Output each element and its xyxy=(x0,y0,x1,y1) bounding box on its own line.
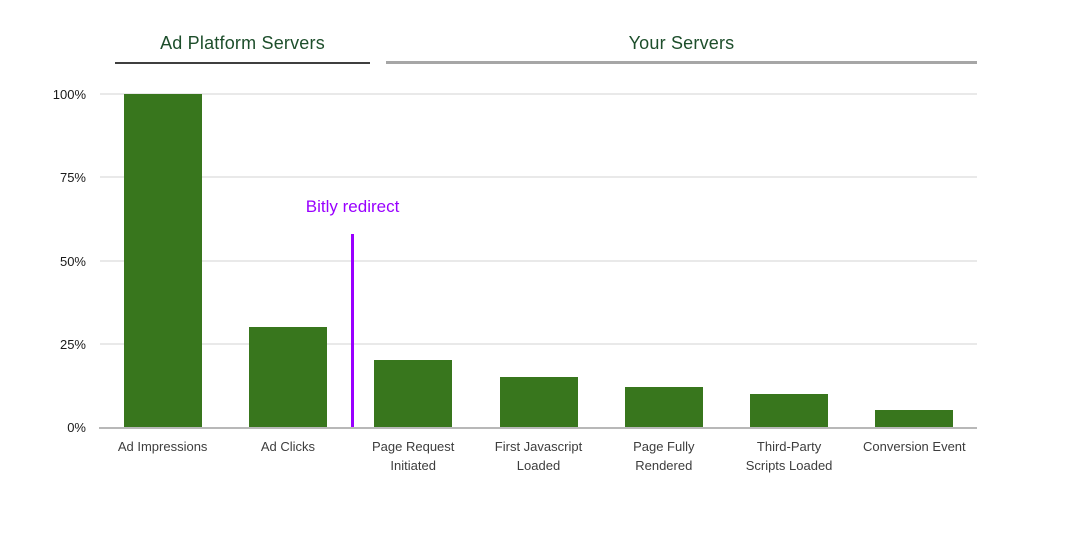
bar-page-request-initiated xyxy=(374,360,453,427)
y-tick-label-25: 25% xyxy=(59,336,86,352)
bitly-redirect-label: Bitly redirect xyxy=(305,196,400,216)
y-tick-label-75: 75% xyxy=(59,170,86,186)
section-underline-ad-platform xyxy=(115,62,370,64)
section-title-your-servers: Your Servers xyxy=(628,33,735,53)
bar-third-party-scripts-loaded xyxy=(750,393,829,427)
y-gridline-25 xyxy=(100,342,977,345)
section-underline-your-servers xyxy=(386,61,977,64)
y-gridline-100 xyxy=(100,93,977,95)
x-axis-label-third-party-scripts-loaded: Third-Party Scripts Loaded xyxy=(745,439,833,473)
y-gridline-75 xyxy=(100,176,977,179)
bar-first-javascript-loaded xyxy=(499,377,578,427)
y-tick-label-100: 100% xyxy=(52,87,86,102)
y-tick-label-50: 50% xyxy=(59,253,86,269)
x-axis-line xyxy=(99,427,977,429)
x-axis-label-page-fully-rendered: Page Fully Rendered xyxy=(633,439,695,473)
x-axis-label-ad-clicks: Ad Clicks xyxy=(260,439,316,454)
bar-page-fully-rendered xyxy=(624,387,703,427)
bitly-redirect-line xyxy=(351,233,355,427)
bar-ad-clicks xyxy=(248,327,327,427)
x-axis-label-first-javascript-loaded: First Javascript Loaded xyxy=(494,439,583,473)
x-axis-label-ad-impressions: Ad Impressions xyxy=(117,439,208,454)
section-title-ad-platform-servers: Ad Platform Servers xyxy=(160,33,325,53)
x-axis-label-conversion-event: Conversion Event xyxy=(863,439,966,454)
y-tick-label-0: 0% xyxy=(67,420,86,435)
bar-conversion-event xyxy=(875,410,954,427)
x-axis-label-page-request-initiated: Page Request Initiated xyxy=(372,439,455,473)
y-gridline-50 xyxy=(100,259,977,262)
bar-ad-impressions xyxy=(123,94,202,427)
